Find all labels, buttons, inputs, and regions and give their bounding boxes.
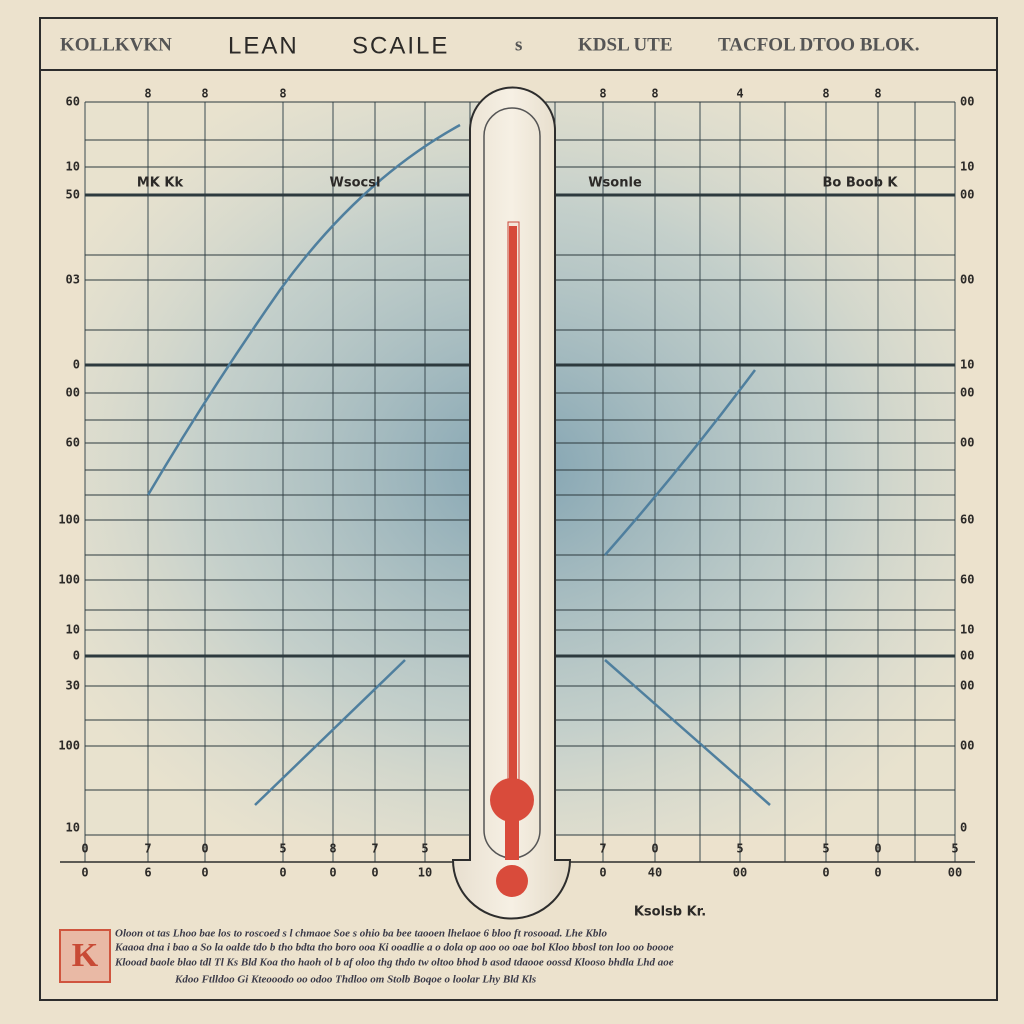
mercury bbox=[505, 820, 519, 860]
x-tick-label: 8 bbox=[279, 87, 286, 101]
x-tick-label: 8 bbox=[144, 87, 151, 101]
header-right: TACFOL DTOO BLOK. bbox=[718, 34, 919, 55]
title: LEAN bbox=[228, 32, 299, 59]
x-tick-label: 0 bbox=[874, 842, 881, 856]
x-tick-label: 0 bbox=[329, 866, 336, 880]
stamp-box bbox=[59, 929, 111, 983]
y-tick-label: 100 bbox=[58, 573, 80, 587]
x-tick-label: 8 bbox=[822, 87, 829, 101]
x-tick-label: 8 bbox=[599, 87, 606, 101]
header-mark: s bbox=[515, 34, 522, 55]
y-tick-label: 10 bbox=[960, 160, 974, 174]
stamp: K bbox=[72, 937, 99, 974]
y-tick-label: 30 bbox=[66, 679, 80, 693]
thermometer bbox=[451, 86, 572, 920]
x-tick-label: 5 bbox=[822, 842, 829, 856]
y-tick-label: 03 bbox=[66, 273, 80, 287]
curve bbox=[604, 659, 771, 806]
y-tick-label: 10 bbox=[66, 623, 80, 637]
x-tick-label: 7 bbox=[599, 842, 606, 856]
x-tick-label: 40 bbox=[648, 866, 662, 880]
x-tick-label: 0 bbox=[822, 866, 829, 880]
footer-text: Oloon ot tas Lhoo bae los to roscoed s l… bbox=[115, 928, 607, 940]
y-tick-label: 50 bbox=[66, 188, 80, 202]
y-tick-label: 00 bbox=[960, 649, 974, 663]
y-tick-label: 60 bbox=[66, 436, 80, 450]
curve bbox=[604, 369, 756, 556]
panel-label: Wsonle bbox=[588, 176, 642, 191]
x-tick-label: 8 bbox=[651, 87, 658, 101]
y-tick-label: 0 bbox=[73, 649, 80, 663]
footer-text: Klooad baole blao tdl Tl Ks Bld Koa tho … bbox=[114, 957, 674, 969]
y-tick-label: 00 bbox=[66, 386, 80, 400]
x-tick-label: 0 bbox=[599, 866, 606, 880]
x-tick-label: 7 bbox=[371, 842, 378, 856]
footer-text: Kaaoa dna i bao a So la oalde tdo b tho … bbox=[114, 942, 674, 954]
y-tick-label: 100 bbox=[58, 513, 80, 527]
y-tick-label: 0 bbox=[73, 358, 80, 372]
y-tick-label: 10 bbox=[66, 821, 80, 835]
caption: Ksolsb Kr. bbox=[634, 905, 706, 920]
y-tick-label: 0 bbox=[960, 821, 967, 835]
y-tick-label: 00 bbox=[960, 95, 974, 109]
x-tick-label: 0 bbox=[201, 842, 208, 856]
y-tick-label: 10 bbox=[66, 160, 80, 174]
header-right: KDSL UTE bbox=[578, 34, 673, 55]
y-tick-label: 10 bbox=[960, 358, 974, 372]
x-tick-label: 7 bbox=[144, 842, 151, 856]
y-tick-label: 100 bbox=[58, 739, 80, 753]
x-tick-label: 0 bbox=[371, 866, 378, 880]
y-tick-label: 00 bbox=[960, 739, 974, 753]
panel-label: Bo Boob K bbox=[822, 176, 898, 191]
curve bbox=[254, 659, 406, 806]
y-tick-label: 60 bbox=[66, 95, 80, 109]
y-tick-label: 00 bbox=[960, 679, 974, 693]
y-tick-label: 60 bbox=[960, 573, 974, 587]
curve bbox=[146, 123, 461, 496]
panel-label: Wsocsl bbox=[330, 176, 381, 191]
title: SCAILE bbox=[352, 32, 449, 59]
x-tick-label: 0 bbox=[874, 866, 881, 880]
x-tick-label: 5 bbox=[951, 842, 958, 856]
x-tick-label: 0 bbox=[201, 866, 208, 880]
x-tick-label: 8 bbox=[201, 87, 208, 101]
y-tick-label: 10 bbox=[960, 623, 974, 637]
y-tick-label: 00 bbox=[960, 273, 974, 287]
mercury bbox=[509, 226, 517, 796]
x-tick-label: 6 bbox=[144, 866, 151, 880]
footer-text: Kdoo Ftlldoo Gi Kteooodo oo odoo Thdloo … bbox=[174, 974, 536, 986]
frame bbox=[39, 17, 998, 1001]
curves bbox=[146, 123, 771, 806]
x-tick-label: 00 bbox=[948, 866, 962, 880]
y-tick-label: 60 bbox=[960, 513, 974, 527]
x-tick-label: 5 bbox=[421, 842, 428, 856]
x-tick-label: 10 bbox=[418, 866, 432, 880]
bulb bbox=[490, 778, 534, 822]
y-tick-label: 00 bbox=[960, 436, 974, 450]
x-tick-label: 5 bbox=[279, 842, 286, 856]
panel-label: MK Kk bbox=[137, 176, 184, 191]
x-tick-label: 8 bbox=[874, 87, 881, 101]
x-tick-label: 8 bbox=[329, 842, 336, 856]
x-tick-label: 0 bbox=[81, 842, 88, 856]
header-left: KOLLKVKN bbox=[60, 34, 172, 55]
y-tick-label: 00 bbox=[960, 188, 974, 202]
x-tick-label: 5 bbox=[736, 842, 743, 856]
x-tick-label: 0 bbox=[81, 866, 88, 880]
x-tick-label: 4 bbox=[736, 87, 743, 101]
y-tick-label: 00 bbox=[960, 386, 974, 400]
x-tick-label: 0 bbox=[279, 866, 286, 880]
x-tick-label: 0 bbox=[651, 842, 658, 856]
x-tick-label: 00 bbox=[733, 866, 747, 880]
bulb bbox=[496, 865, 528, 897]
